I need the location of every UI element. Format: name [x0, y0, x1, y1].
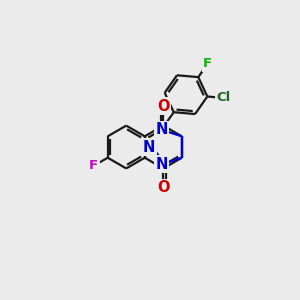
Text: F: F: [89, 159, 98, 172]
Text: F: F: [203, 58, 212, 70]
Text: N: N: [155, 157, 168, 172]
Text: Cl: Cl: [216, 92, 230, 104]
Text: N: N: [143, 140, 155, 154]
Text: N: N: [155, 122, 168, 137]
Text: O: O: [157, 99, 169, 114]
Text: O: O: [157, 180, 169, 195]
